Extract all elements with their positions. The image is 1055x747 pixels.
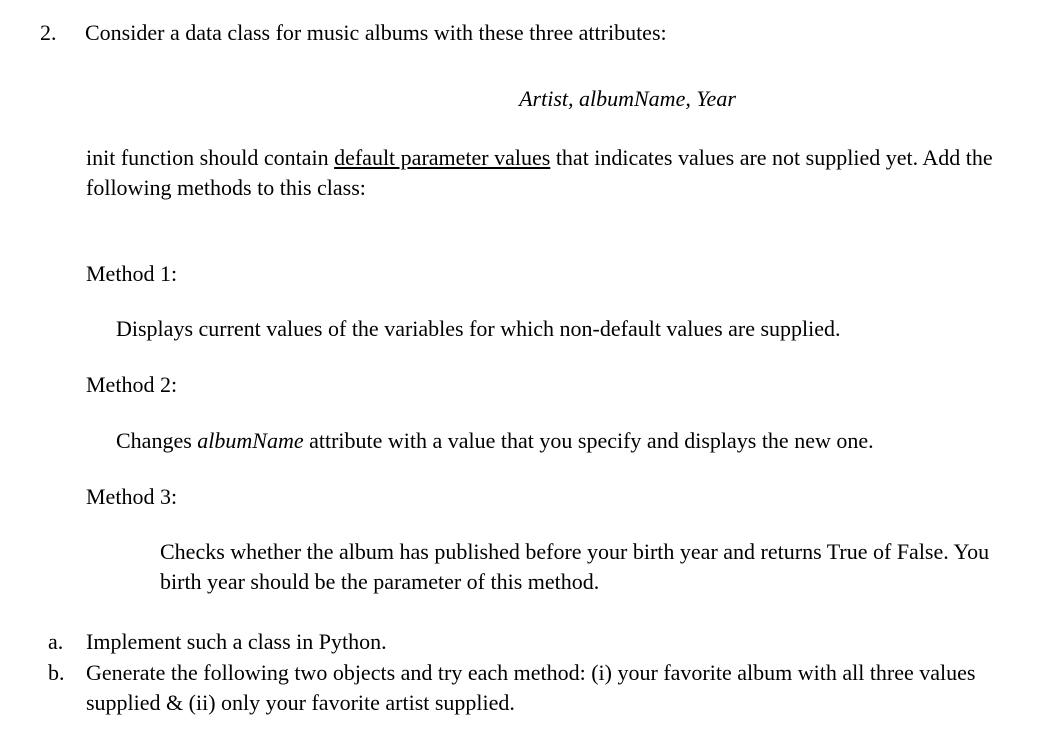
method1-label: Method 1: [40, 259, 1015, 289]
method2-text: Changes albumName attribute with a value… [40, 426, 1015, 456]
method2-pre: Changes [116, 428, 197, 453]
question-prompt: Consider a data class for music albums w… [85, 18, 1015, 48]
page: 2. Consider a data class for music album… [0, 0, 1055, 747]
subpart-a-letter: a. [48, 627, 86, 657]
question-number: 2. [40, 18, 85, 48]
subparts: a. Implement such a class in Python. b. … [40, 627, 1015, 718]
subpart-b: b. Generate the following two objects an… [48, 658, 1015, 717]
init-pre: init function should contain [86, 145, 334, 170]
question-row: 2. Consider a data class for music album… [40, 18, 1015, 48]
method2-italic: albumName [197, 428, 303, 453]
subpart-a: a. Implement such a class in Python. [48, 627, 1015, 657]
method1-text: Displays current values of the variables… [40, 314, 1015, 344]
method2-label: Method 2: [40, 370, 1015, 400]
subpart-a-text: Implement such a class in Python. [86, 627, 1015, 657]
init-underlined: default parameter values [334, 145, 550, 170]
subpart-b-letter: b. [48, 658, 86, 688]
method3-label: Method 3: [40, 482, 1015, 512]
attributes-line: Artist, albumName, Year [40, 84, 1015, 114]
method2-post: attribute with a value that you specify … [304, 428, 874, 453]
subpart-b-text: Generate the following two objects and t… [86, 658, 1015, 717]
method3-text: Checks whether the album has published b… [40, 537, 1015, 596]
init-paragraph: init function should contain default par… [40, 143, 1015, 202]
